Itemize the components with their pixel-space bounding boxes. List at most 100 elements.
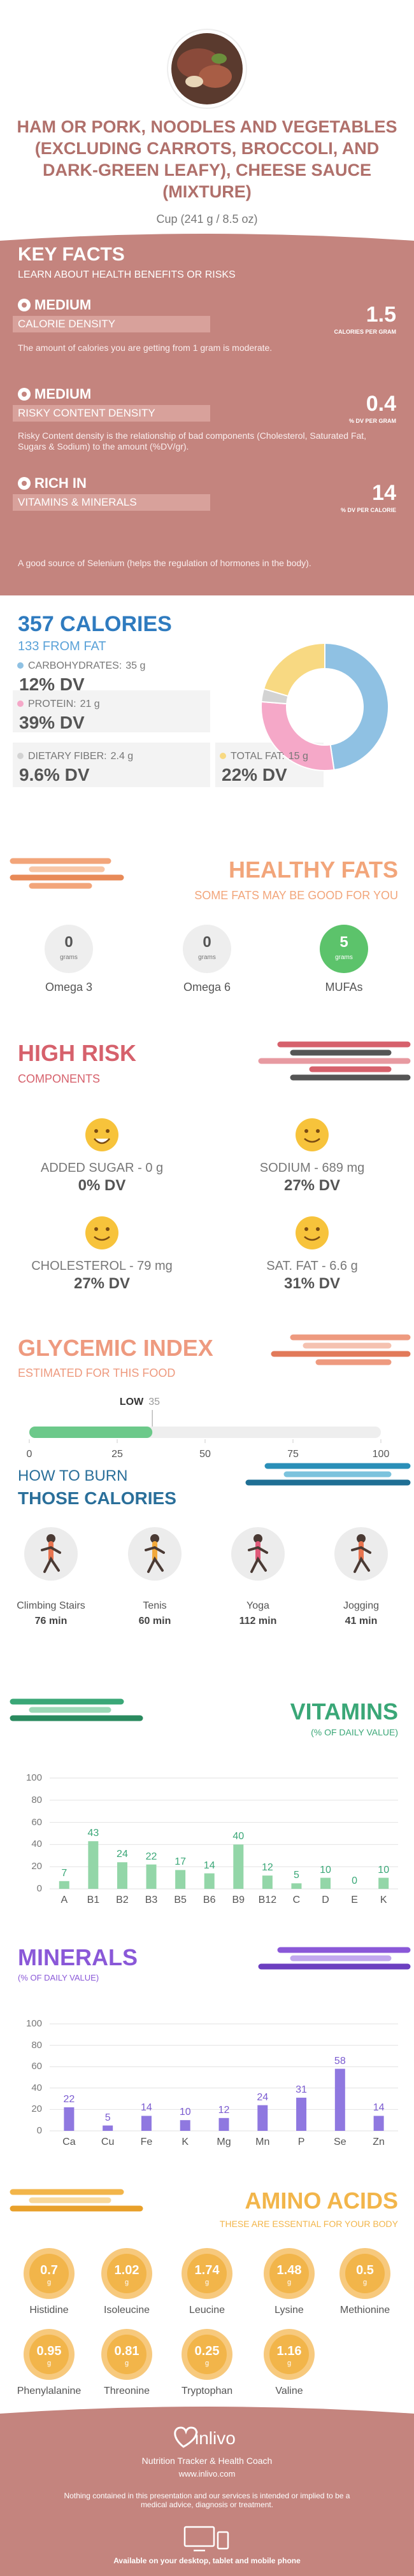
- amino-unit: g: [204, 2279, 210, 2286]
- bar: [117, 1862, 127, 1889]
- gi-value: 35: [148, 1397, 160, 1407]
- emoji-face: [85, 1216, 118, 1249]
- bar: [378, 1877, 389, 1889]
- amino-inner: [269, 2335, 309, 2374]
- fact-description: Risky Content density is the relationshi…: [18, 431, 367, 452]
- x-tick-label: B9: [232, 1895, 245, 1905]
- value-label: 31: [296, 2084, 307, 2095]
- x-tick-label: P: [297, 2137, 305, 2147]
- emoji-mouth: [304, 1236, 320, 1241]
- macro-name: PROTEIN:: [28, 699, 76, 709]
- section-title: MINERALS: [18, 1944, 138, 1970]
- availability: Available on your desktop, tablet and mo…: [113, 2556, 301, 2565]
- fact-label: VITAMINS & MINERALS: [18, 496, 137, 508]
- fact-label: CALORIE DENSITY: [18, 318, 116, 330]
- macro-label: DIETARY FIBER: 2.4 g: [28, 750, 133, 762]
- figure-limbs: [41, 1546, 61, 1573]
- amino-name: Histidine: [29, 2305, 69, 2316]
- value-label: 10: [179, 2107, 191, 2118]
- fact-level: MEDIUM: [34, 297, 92, 313]
- fat-unit: grams: [335, 954, 353, 961]
- bar: [204, 1873, 215, 1889]
- gauge-tick-label: 75: [287, 1449, 299, 1460]
- macro-label: TOTAL FAT: 15 g: [231, 750, 308, 762]
- y-tick-label: 60: [31, 2061, 42, 2072]
- value-label: 10: [320, 1864, 331, 1875]
- emoji-eye: [106, 1227, 110, 1231]
- amino-inner: [29, 2254, 69, 2293]
- amino-value: 1.16: [276, 2344, 302, 2358]
- gauge-tick-label: 0: [26, 1449, 32, 1460]
- emoji-eye: [94, 1227, 98, 1231]
- figure-head: [253, 1534, 262, 1543]
- fat-name: Omega 6: [183, 981, 231, 993]
- section-title: HEALTHY FATS: [228, 857, 398, 883]
- brand-name: inlivo: [195, 2428, 236, 2448]
- x-tick-label: B12: [258, 1895, 277, 1905]
- donut-slice: [324, 642, 389, 771]
- activity-name: Jogging: [343, 1600, 380, 1611]
- calories-title: 357 CALORIES: [18, 612, 172, 636]
- amino-inner: [107, 2254, 146, 2293]
- macro-dot: [17, 662, 24, 669]
- activity-name: Tenis: [143, 1600, 167, 1611]
- value-label: 24: [117, 1849, 128, 1860]
- fact-label: RISKY CONTENT DENSITY: [18, 407, 155, 419]
- macro-name: CARBOHYDRATES:: [28, 660, 122, 671]
- x-tick-label: C: [292, 1895, 301, 1905]
- amino-name: Lysine: [275, 2305, 304, 2316]
- value-label: 22: [63, 2094, 75, 2105]
- serving-size: Cup (241 g / 8.5 oz): [156, 213, 258, 225]
- x-tick-label: E: [351, 1895, 358, 1905]
- x-tick-label: A: [61, 1895, 68, 1905]
- section-subtitle: COMPONENTS: [18, 1072, 101, 1085]
- emoji-face: [296, 1216, 329, 1249]
- amino-unit: g: [46, 2279, 52, 2286]
- risk-label: SODIUM - 689 mg: [259, 1161, 365, 1175]
- fact-value: 14: [372, 481, 396, 505]
- gauge-bar: [29, 1427, 153, 1438]
- emoji-eye: [304, 1129, 308, 1133]
- x-tick-label: B5: [174, 1895, 187, 1905]
- y-tick-label: 20: [31, 2103, 42, 2115]
- food-title: HAM OR PORK, NOODLES AND VEGETABLES (EXC…: [17, 117, 397, 201]
- bar: [180, 2120, 190, 2131]
- bar: [218, 2117, 229, 2131]
- amino-inner: [187, 2335, 227, 2374]
- value-label: 14: [373, 2102, 385, 2114]
- y-tick-label: 0: [36, 2125, 42, 2136]
- amino-unit: g: [124, 2279, 129, 2286]
- gi-level: LOW: [119, 1397, 144, 1407]
- activity-time: 60 min: [138, 1616, 171, 1626]
- figure-limbs: [248, 1546, 268, 1573]
- risk-label: SAT. FAT - 6.6 g: [266, 1259, 358, 1273]
- macro-amount: 2.4 g: [110, 751, 134, 762]
- logo-heart: [174, 2426, 197, 2448]
- section-subtitle: (% OF DAILY VALUE): [18, 1973, 99, 1982]
- label-band: [13, 316, 210, 332]
- macro-amount: 21 g: [80, 699, 100, 709]
- fat-circle: [45, 925, 93, 973]
- gauge-tick-label: 50: [199, 1449, 211, 1460]
- figure-head: [357, 1534, 366, 1543]
- fat-name: Omega 3: [45, 981, 93, 993]
- risk-label: CHOLESTEROL - 79 mg: [31, 1259, 173, 1273]
- bar: [64, 2107, 75, 2131]
- value-label: 7: [61, 1867, 68, 1879]
- amino-name: Methionine: [339, 2305, 390, 2316]
- x-tick-label: B3: [145, 1895, 158, 1905]
- macro-dv: 12% DV: [19, 674, 85, 694]
- y-tick-label: 40: [31, 2082, 42, 2093]
- y-tick-label: 100: [25, 2018, 42, 2029]
- section-title: AMINO ACIDS: [245, 2188, 398, 2214]
- activity-name: Yoga: [246, 1600, 269, 1611]
- x-tick-label: B6: [203, 1895, 216, 1905]
- macro-dv: 22% DV: [222, 765, 287, 785]
- risk-dv: 0% DV: [78, 1177, 126, 1194]
- value-label: 43: [87, 1828, 99, 1839]
- calories-subtitle: 133 FROM FAT: [18, 639, 106, 653]
- fat-value: 5: [339, 934, 348, 951]
- bar: [141, 2116, 152, 2131]
- amino-name: Valine: [275, 2386, 303, 2396]
- fact-icon-dot: [22, 302, 27, 308]
